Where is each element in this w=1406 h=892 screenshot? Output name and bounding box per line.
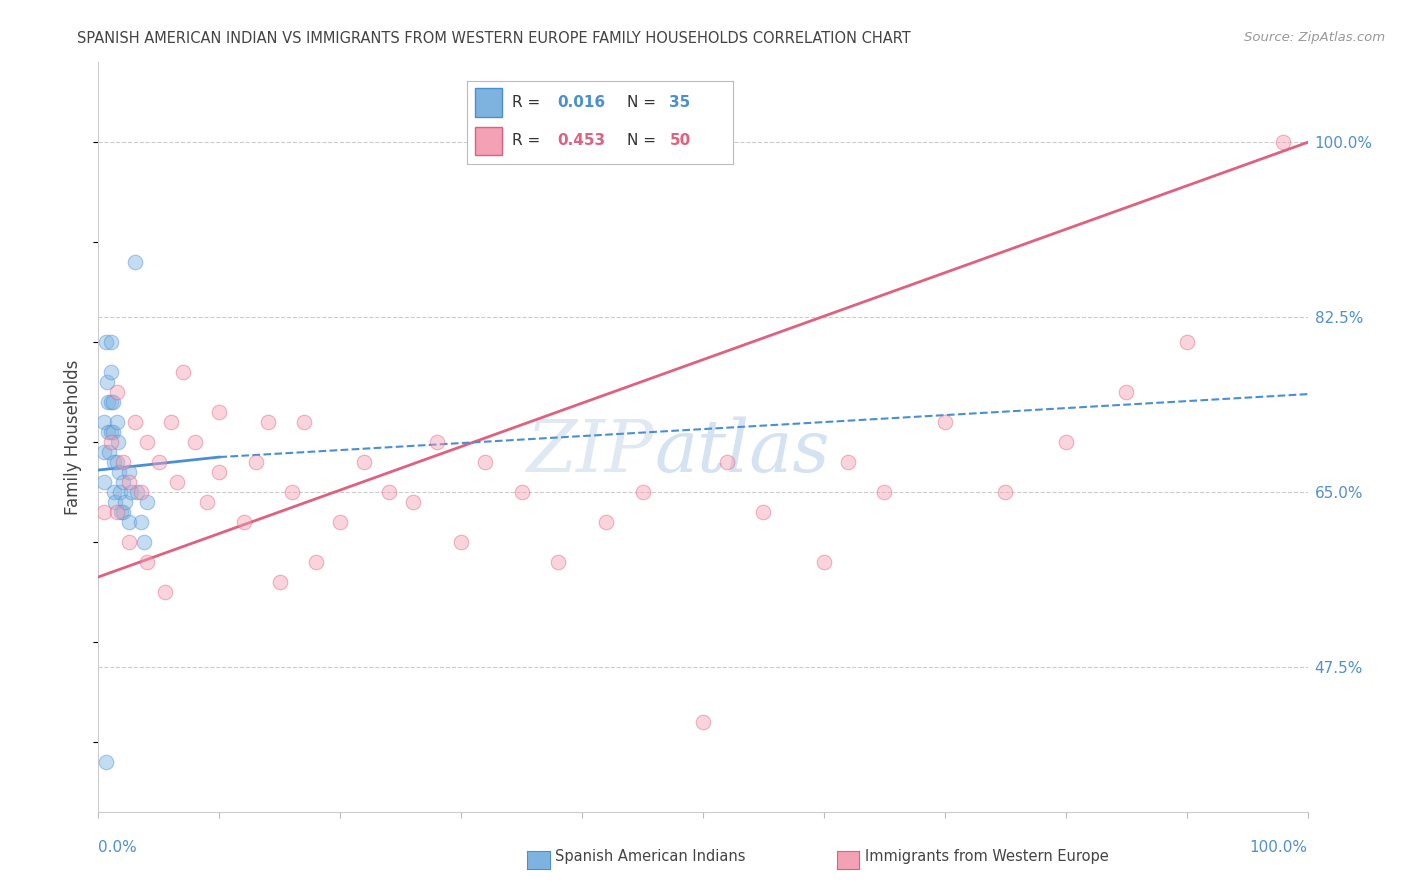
Point [994, 485, 1017, 500]
Text: ZIP: ZIP [527, 417, 655, 487]
Point [101, 425, 124, 439]
Point [166, 475, 188, 489]
Point [97, 395, 120, 409]
Point [100, 435, 122, 450]
Point [98, 445, 121, 459]
Text: 0.0%: 0.0% [98, 840, 138, 855]
Point [135, 435, 157, 450]
Point [135, 495, 157, 509]
Point [1054, 435, 1077, 450]
Point [148, 455, 170, 469]
Point [934, 415, 956, 429]
Point [105, 385, 128, 400]
Point [134, 535, 156, 549]
Point [208, 405, 231, 419]
Point [105, 505, 128, 519]
Point [281, 485, 304, 500]
Point [195, 495, 218, 509]
Point [160, 415, 183, 429]
Point [269, 574, 291, 589]
Point [873, 485, 896, 500]
Point [118, 475, 141, 489]
Point [377, 485, 399, 500]
Point [100, 365, 122, 379]
Point [96, 375, 118, 389]
Point [97, 425, 120, 439]
Point [510, 485, 533, 500]
Point [208, 465, 231, 479]
Point [292, 415, 315, 429]
Point [837, 455, 859, 469]
Point [105, 415, 128, 429]
Text: SPANISH AMERICAN INDIAN VS IMMIGRANTS FROM WESTERN EUROPE FAMILY HOUSEHOLDS CORR: SPANISH AMERICAN INDIAN VS IMMIGRANTS FR… [77, 31, 911, 46]
Point [426, 435, 449, 450]
Point [118, 515, 141, 529]
Point [402, 495, 425, 509]
Point [353, 455, 375, 469]
Point [101, 395, 124, 409]
Point [124, 255, 146, 269]
Point [94, 335, 117, 350]
Point [595, 515, 617, 529]
Point [94, 755, 117, 769]
Point [232, 515, 254, 529]
Point [118, 535, 141, 549]
Point [547, 555, 569, 569]
Point [692, 714, 714, 729]
Point [105, 455, 128, 469]
Point [135, 555, 157, 569]
Point [752, 505, 775, 519]
Text: Source: ZipAtlas.com: Source: ZipAtlas.com [1244, 31, 1385, 45]
Point [245, 455, 267, 469]
Text: atlas: atlas [655, 417, 830, 487]
Text: 100.0%: 100.0% [1250, 840, 1308, 855]
Point [184, 435, 207, 450]
Point [1115, 385, 1137, 400]
Point [127, 485, 149, 500]
Point [100, 395, 122, 409]
Point [100, 335, 122, 350]
Point [93, 445, 115, 459]
Point [124, 415, 146, 429]
Point [108, 485, 131, 500]
Point [103, 455, 125, 469]
Point [1175, 335, 1198, 350]
Point [118, 465, 141, 479]
Point [813, 555, 835, 569]
Point [111, 505, 134, 519]
Point [329, 515, 352, 529]
Text: Spanish American Indians: Spanish American Indians [555, 849, 745, 863]
Point [110, 505, 132, 519]
Point [103, 485, 125, 500]
Point [93, 505, 115, 519]
Point [129, 485, 152, 500]
Point [716, 455, 738, 469]
Point [450, 535, 472, 549]
Point [256, 415, 278, 429]
Y-axis label: Family Households: Family Households [65, 359, 83, 515]
Point [100, 425, 122, 439]
Point [104, 495, 127, 509]
Point [93, 475, 115, 489]
Point [108, 465, 131, 479]
Point [111, 475, 134, 489]
Point [114, 495, 136, 509]
Point [107, 435, 129, 450]
Point [120, 485, 142, 500]
Point [129, 515, 152, 529]
Point [93, 415, 115, 429]
Point [1272, 136, 1295, 150]
Text: Immigrants from Western Europe: Immigrants from Western Europe [865, 849, 1108, 863]
Point [153, 585, 176, 599]
Point [474, 455, 496, 469]
Point [631, 485, 654, 500]
Point [172, 365, 194, 379]
Point [111, 455, 134, 469]
Point [305, 555, 328, 569]
